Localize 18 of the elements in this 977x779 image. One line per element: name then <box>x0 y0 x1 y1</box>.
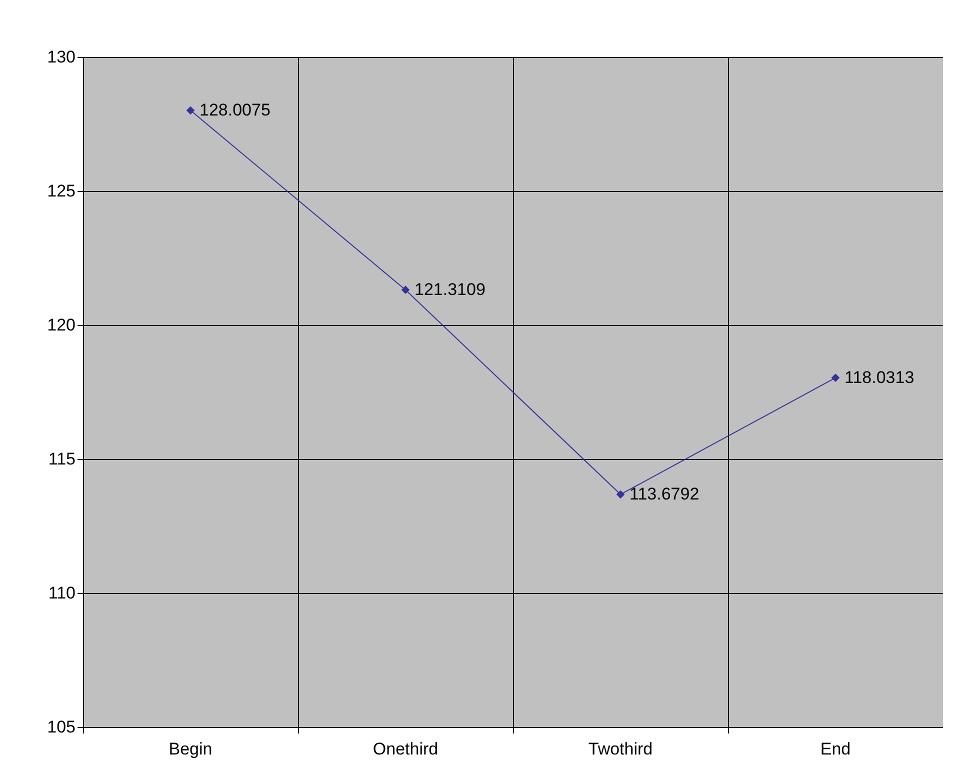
point <box>616 490 625 499</box>
data-label: 121.3109 <box>414 280 486 299</box>
y-tick-label: 120 <box>47 316 76 334</box>
point <box>186 106 195 115</box>
x-tick-label: Twothird <box>588 740 653 758</box>
point <box>831 374 840 382</box>
y-tick-label: 125 <box>47 182 76 200</box>
y-tick-label: 110 <box>48 584 76 602</box>
x-tick-label: Begin <box>168 740 212 758</box>
y-tick-label: 115 <box>48 450 76 468</box>
data-label: 118.0313 <box>844 368 914 387</box>
data-label: 113.6792 <box>630 484 700 504</box>
data-label: 128.0075 <box>200 100 270 120</box>
y-tick-label: 130 <box>47 48 76 66</box>
y-tick-label: 105 <box>47 718 76 736</box>
x-tick-label: End <box>820 740 851 758</box>
point <box>401 286 410 294</box>
x-tick-label: Onethird <box>372 740 438 758</box>
